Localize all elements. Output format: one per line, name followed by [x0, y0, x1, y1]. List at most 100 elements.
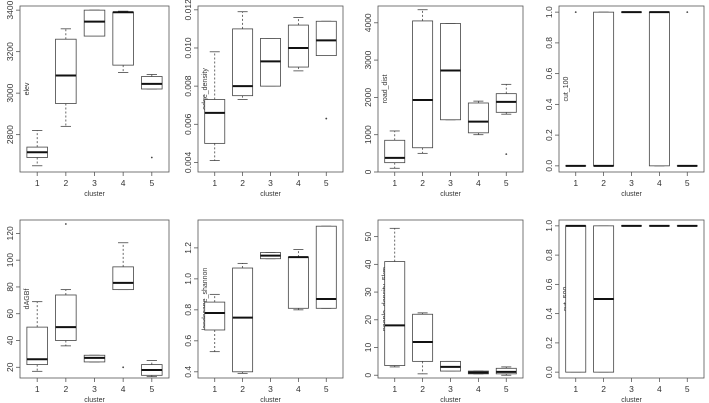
x-tick-label: 3: [92, 384, 97, 394]
y-tick-label: 4000: [363, 13, 373, 32]
x-tick-label: 4: [121, 384, 126, 394]
x-tick-label: 5: [324, 178, 329, 188]
x-tick-label: 3: [448, 384, 453, 394]
y-axis-label: landscape_shannon: [202, 268, 209, 331]
y-tick-label: 10: [363, 343, 373, 353]
x-tick-label: 4: [296, 178, 301, 188]
x-axis-label: cluster: [84, 397, 105, 403]
y-tick-label: 2000: [363, 88, 373, 107]
x-axis-label: cluster: [440, 397, 461, 403]
box: [232, 28, 254, 97]
x-tick-label: 4: [476, 178, 481, 188]
y-tick-label: 0.008: [183, 75, 193, 97]
y-tick-label: 0.2: [544, 129, 554, 141]
y-tick-label: 1000: [363, 125, 373, 144]
panel-1: 2800 3000 3200 3400 elev 1 2 3 4 5 cluster: [5, 0, 170, 198]
x-tick-label: 3: [268, 384, 273, 394]
x-tick-label: 4: [121, 178, 126, 188]
box: [384, 261, 406, 366]
y-tick-label: 40: [5, 336, 15, 346]
y-axis-label: cut_100: [563, 76, 570, 101]
x-tick-label: 4: [657, 178, 662, 188]
x-tick-label: 4: [296, 384, 301, 394]
outlier-point: [505, 153, 508, 155]
y-tick-label: 120: [5, 226, 15, 240]
box: [204, 99, 226, 144]
x-tick-label: 3: [92, 178, 97, 188]
y-tick-label: 0.8: [544, 249, 554, 261]
x-tick-label: 2: [240, 384, 245, 394]
box: [440, 23, 461, 121]
box: [495, 93, 517, 113]
box: [565, 225, 587, 373]
x-tick-label: 5: [504, 384, 509, 394]
box: [593, 11, 615, 167]
box: [204, 301, 226, 331]
panel-2: 0.004 0.006 0.008 0.010 0.012 edge_density 1 2 3…: [183, 0, 344, 198]
x-tick-label: 5: [685, 384, 690, 394]
x-tick-label: 1: [392, 178, 397, 188]
box: [232, 267, 254, 373]
y-tick-label: 50: [363, 232, 373, 242]
y-tick-label: 3000: [5, 83, 15, 102]
y-tick-label: 3400: [5, 0, 15, 19]
x-tick-label: 2: [601, 178, 606, 188]
y-axis-label: edge_density: [202, 68, 209, 110]
box: [112, 11, 134, 66]
outlier-point: [64, 223, 67, 225]
x-tick-label: 4: [657, 384, 662, 394]
x-tick-label: 3: [629, 178, 634, 188]
y-tick-label: 0.010: [183, 37, 193, 59]
x-axis-label: cluster: [621, 397, 642, 403]
y-tick-label: 0.4: [544, 307, 554, 319]
y-tick-label: 0.4: [544, 98, 554, 110]
x-axis-label: cluster: [260, 191, 281, 198]
x-axis-label: cluster: [260, 397, 281, 403]
outlier-point: [122, 366, 125, 369]
x-tick-label: 2: [420, 384, 425, 394]
y-tick-label: 0.2: [544, 337, 554, 349]
x-axis-label: cluster: [440, 191, 461, 198]
box: [26, 326, 48, 366]
y-tick-label: 0: [363, 169, 373, 174]
x-tick-label: 2: [63, 178, 68, 188]
x-tick-label: 1: [35, 384, 40, 394]
x-tick-label: 1: [573, 178, 578, 188]
outlier-point: [325, 117, 328, 120]
x-tick-label: 1: [573, 384, 578, 394]
y-tick-label: 1.2: [183, 242, 193, 254]
box: [55, 38, 77, 104]
y-tick-label: 0.012: [183, 0, 193, 20]
x-tick-label: 1: [35, 178, 40, 188]
outlier-point: [574, 11, 577, 14]
y-tick-label: 0.006: [183, 113, 193, 135]
y-tick-label: 0.004: [183, 152, 193, 174]
panel-7: 01020304050people_density_5km12345cluste…: [363, 219, 524, 403]
x-tick-label: 5: [324, 384, 329, 394]
x-tick-label: 5: [149, 384, 154, 394]
x-tick-label: 3: [268, 178, 273, 188]
y-tick-label: 1.0: [544, 220, 554, 232]
y-tick-label: 0.8: [544, 37, 554, 49]
x-tick-label: 3: [629, 384, 634, 394]
x-tick-label: 1: [392, 384, 397, 394]
box: [287, 24, 309, 68]
x-tick-label: 1: [212, 178, 217, 188]
y-tick-label: 20: [5, 362, 15, 372]
x-tick-label: 4: [476, 384, 481, 394]
y-tick-label: 3000: [363, 50, 373, 69]
box: [648, 11, 670, 167]
y-tick-label: 0.6: [544, 278, 554, 290]
x-tick-label: 5: [504, 178, 509, 188]
x-tick-label: 5: [149, 178, 154, 188]
panel-4: 0.0 0.2 0.4 0.6 0.8 1.0 cut_100 1 2 3 4 5 cluster: [544, 5, 705, 198]
x-tick-label: 5: [685, 178, 690, 188]
box: [315, 20, 337, 57]
y-tick-label: 100: [5, 253, 15, 267]
x-tick-label: 2: [240, 178, 245, 188]
box: [141, 76, 163, 90]
y-tick-label: 80: [5, 282, 15, 292]
y-tick-label: 0: [363, 373, 373, 378]
y-tick-label: 1.0: [544, 6, 554, 18]
